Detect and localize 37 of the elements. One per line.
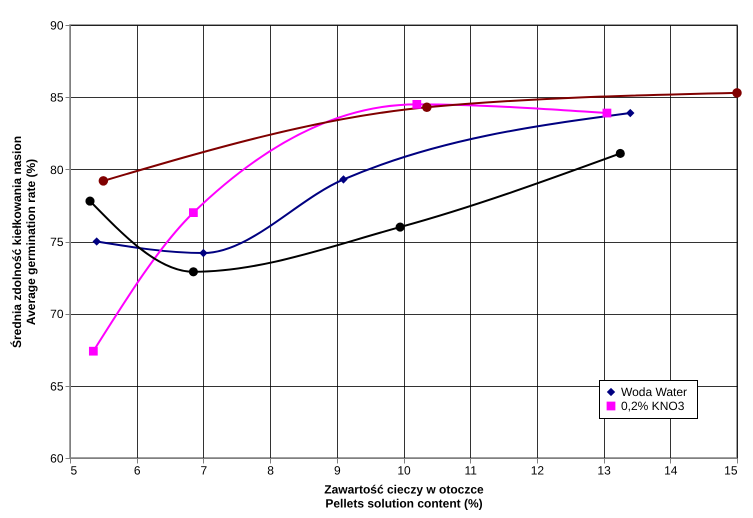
x-axis-title: Zawartość cieczy w otoczce Pellets solution content (%) bbox=[324, 482, 484, 510]
point bbox=[412, 100, 422, 109]
y-tick-label: 65 bbox=[50, 379, 64, 394]
legend-label: Woda Water bbox=[621, 385, 688, 399]
point bbox=[188, 267, 198, 276]
x-tick-label: 14 bbox=[664, 464, 678, 478]
x-tick-label: 13 bbox=[597, 464, 612, 478]
point bbox=[85, 196, 95, 206]
y-tick-label: 70 bbox=[50, 307, 64, 322]
x-tick-label: 12 bbox=[530, 464, 544, 478]
point bbox=[396, 222, 405, 232]
x-tick-label: 6 bbox=[134, 464, 141, 478]
point bbox=[732, 88, 742, 98]
point bbox=[199, 248, 208, 258]
point bbox=[616, 148, 625, 158]
point bbox=[88, 346, 98, 356]
legend-label: 0,2% KNO3 bbox=[621, 399, 685, 413]
point bbox=[602, 108, 612, 118]
x-tick-label: 11 bbox=[464, 464, 478, 478]
x-tick-label: 15 bbox=[724, 464, 738, 478]
y-tick-label: 60 bbox=[50, 452, 64, 466]
point bbox=[422, 102, 432, 112]
x-tick-label: 5 bbox=[70, 464, 78, 478]
point bbox=[189, 208, 198, 218]
point bbox=[92, 237, 101, 246]
y-tick-label: 85 bbox=[50, 90, 64, 105]
y-tick-label: 90 bbox=[50, 18, 64, 32]
x-tick-label: 9 bbox=[334, 464, 341, 478]
x-tick-label: 7 bbox=[200, 464, 208, 478]
y-axis-title: Średnia zdolność kiełkowania nasion Average germination rate (%) bbox=[10, 136, 38, 348]
point bbox=[98, 176, 108, 186]
y-tick-label: 80 bbox=[50, 162, 64, 177]
y-tick-label: 75 bbox=[50, 235, 64, 249]
point bbox=[339, 175, 348, 184]
x-tick-label: 8 bbox=[267, 464, 274, 478]
point bbox=[626, 108, 634, 118]
x-tick-label: 10 bbox=[397, 464, 411, 478]
